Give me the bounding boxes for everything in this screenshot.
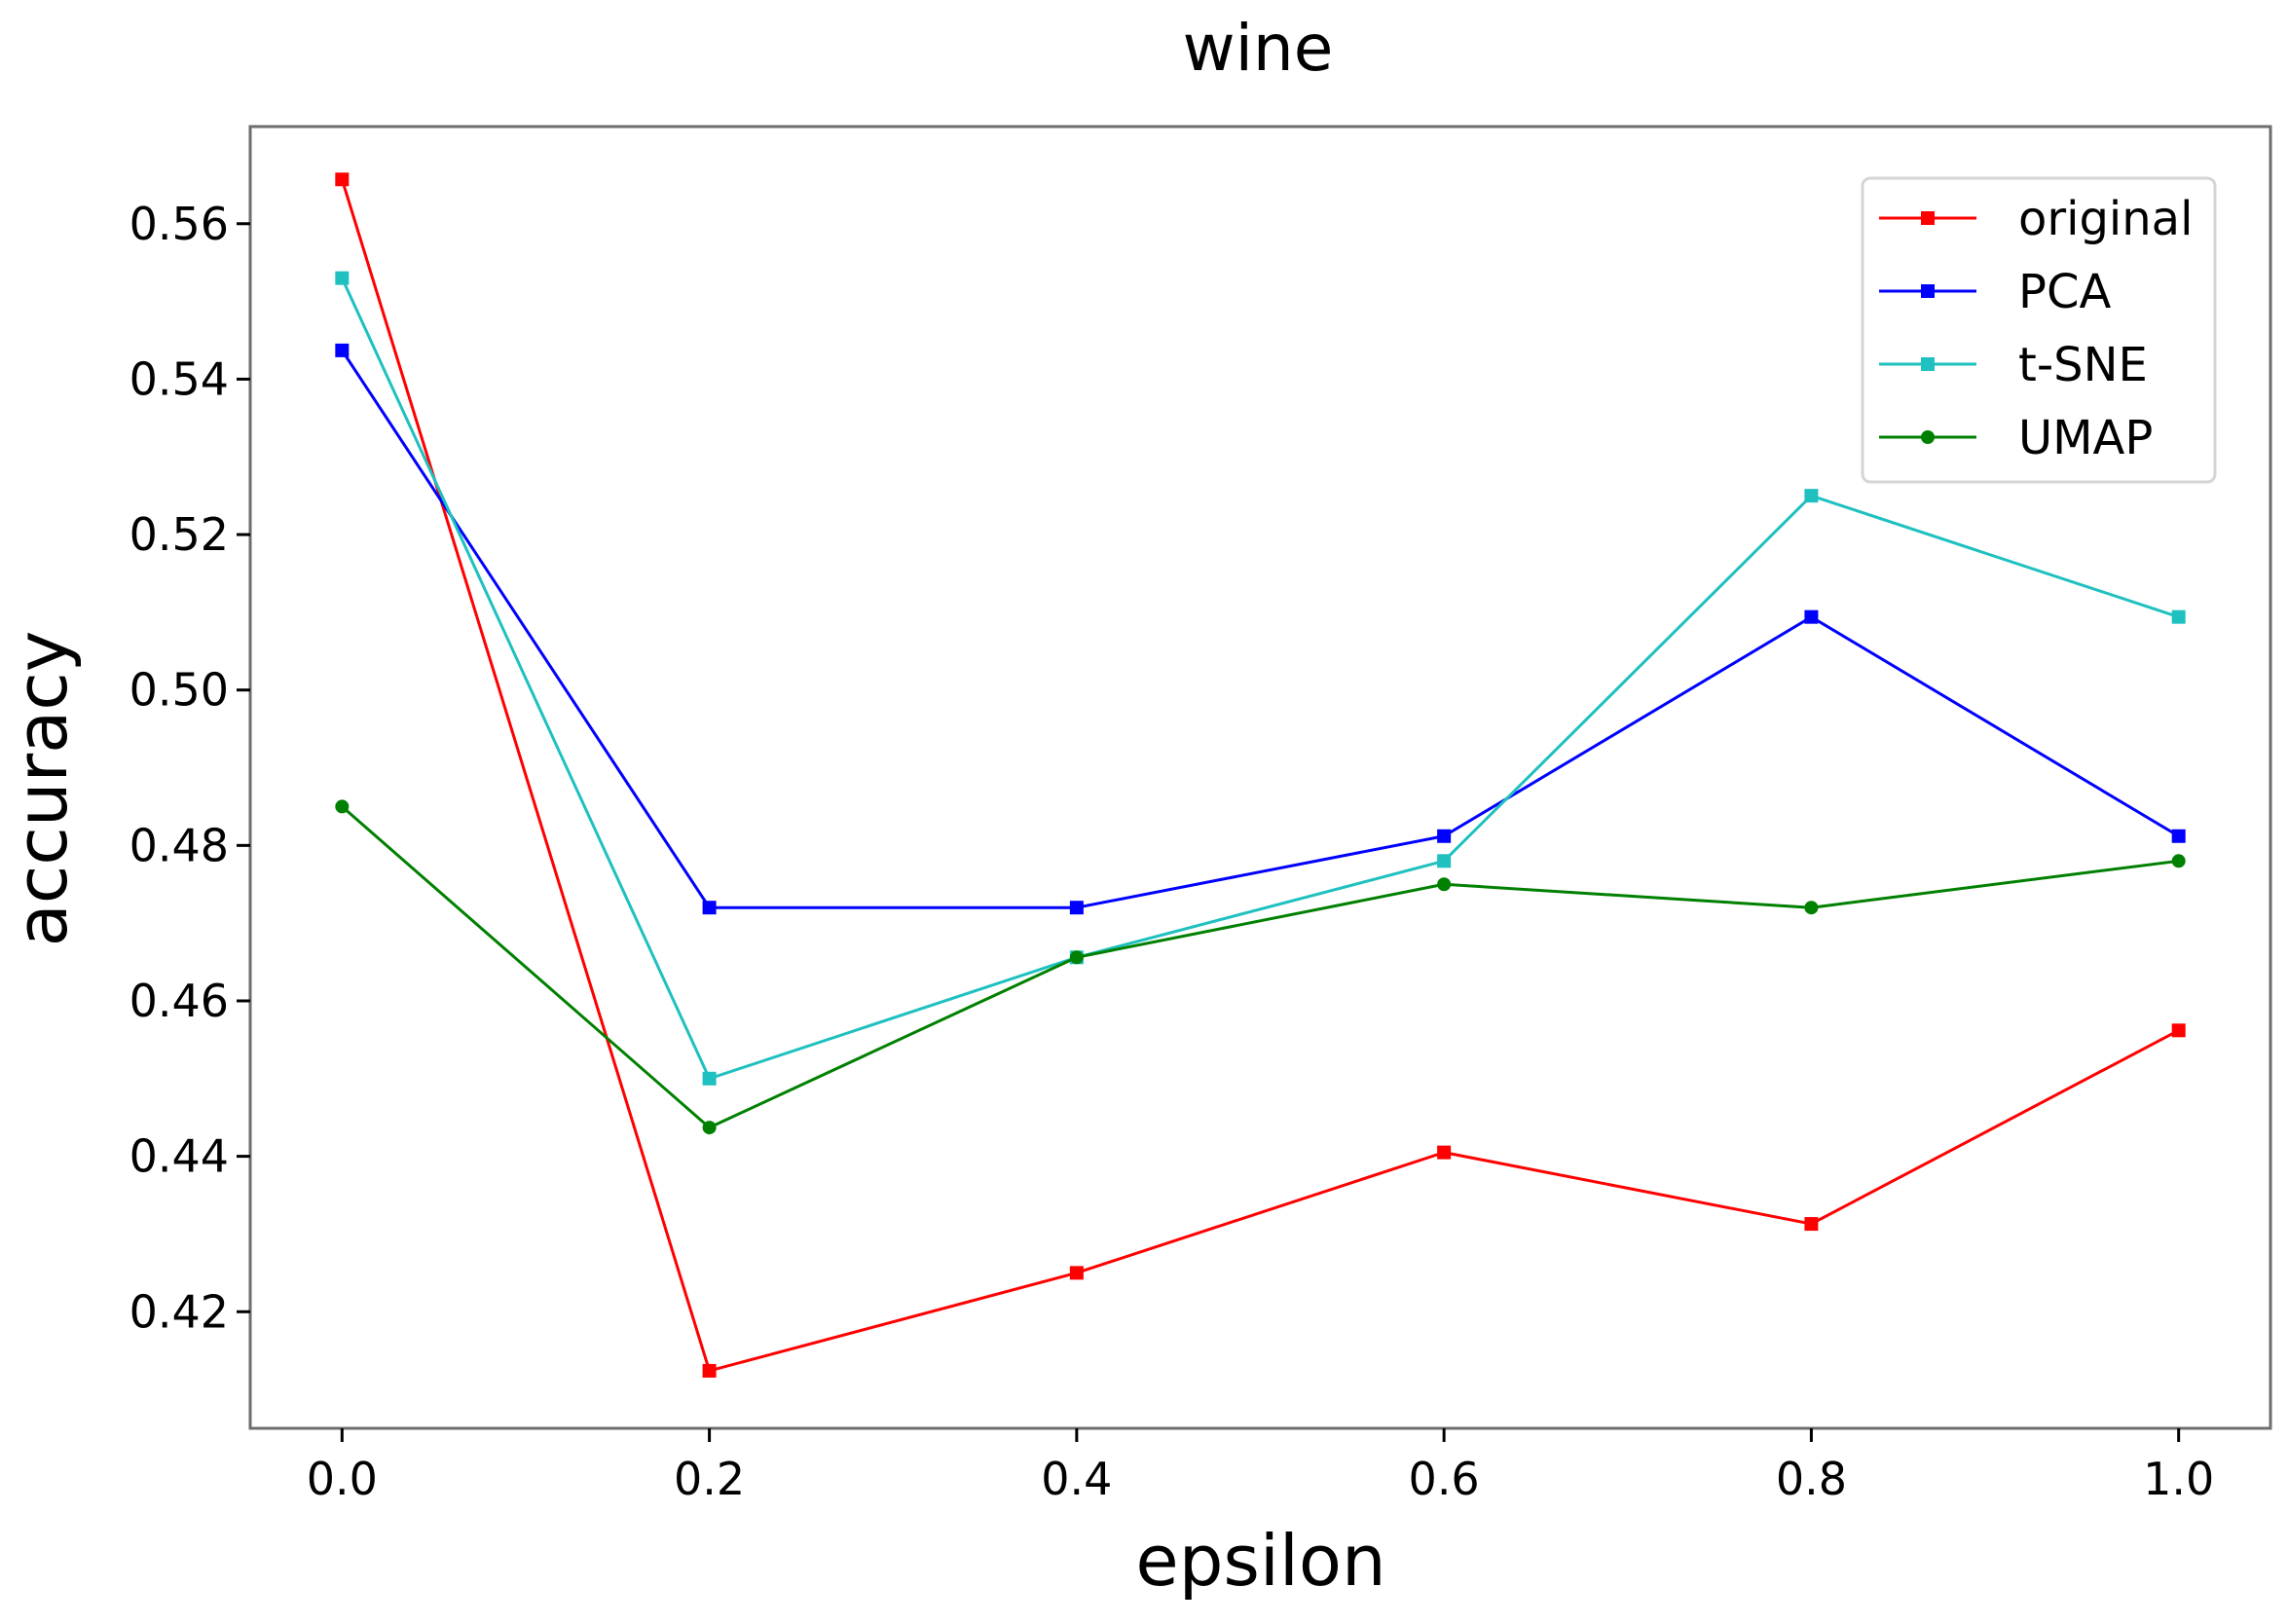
legend-label-umap: UMAP [2018, 411, 2153, 465]
legend-marker-pca [1921, 284, 1935, 298]
y-tick-label: 0.52 [129, 508, 229, 561]
data-point-original [1437, 1145, 1452, 1160]
x-tick-label: 1.0 [2143, 1453, 2214, 1505]
data-point-t-sne [1804, 489, 1819, 503]
data-point-umap [335, 799, 350, 814]
x-tick-label: 0.2 [674, 1453, 745, 1505]
x-tick-label: 0.6 [1409, 1453, 1480, 1505]
legend-item-pca: PCA [1879, 265, 2111, 319]
data-point-umap [2171, 854, 2186, 868]
y-tick-label: 0.42 [129, 1285, 229, 1338]
data-point-pca [1804, 609, 1819, 624]
data-point-original [1069, 1266, 1084, 1280]
series-group [335, 172, 2186, 1378]
y-axis: 0.42 0.44 0.46 0.48 0.50 0.52 0.54 0.56 [129, 198, 250, 1338]
series-pca [335, 343, 2186, 915]
data-point-pca [1069, 901, 1084, 915]
legend-marker-original [1921, 211, 1935, 225]
legend-box [1861, 176, 2217, 484]
data-point-pca [702, 901, 717, 915]
y-tick-label: 0.44 [129, 1130, 229, 1183]
series-line-umap [341, 805, 2179, 1129]
legend-label-original: original [2018, 192, 2193, 246]
series-line-pca [341, 350, 2180, 909]
y-tick-label: 0.48 [129, 819, 229, 871]
data-point-original [702, 1363, 717, 1378]
plot-frame [248, 125, 2272, 1430]
y-tick-label: 0.46 [129, 975, 229, 1027]
x-tick-label: 0.8 [1776, 1453, 1847, 1505]
data-point-pca [2171, 829, 2186, 843]
legend-item-umap: UMAP [1879, 411, 2153, 465]
legend: original PCA t-SNE UMAP [1861, 176, 2217, 484]
data-point-t-sne [335, 271, 350, 285]
x-axis: 0.0 0.2 0.4 0.6 0.8 1.0 [307, 1428, 2214, 1505]
chart-title: wine [1183, 11, 1334, 86]
y-axis-label: accuracy [1, 631, 83, 947]
legend-marker-t-sne [1921, 357, 1935, 371]
legend-marker-umap [1921, 430, 1935, 444]
legend-label-pca: PCA [2018, 265, 2111, 319]
data-point-original [335, 172, 350, 187]
y-tick-label: 0.50 [129, 664, 229, 717]
data-point-umap [702, 1121, 717, 1135]
data-point-original [2171, 1023, 2186, 1038]
series-t-sne [335, 271, 2186, 1086]
data-point-t-sne [2171, 609, 2186, 624]
series-umap [335, 799, 2186, 1135]
x-tick-label: 0.0 [307, 1453, 378, 1505]
data-point-umap [1437, 877, 1452, 892]
data-point-original [1804, 1217, 1819, 1232]
data-point-t-sne [1437, 854, 1452, 868]
data-point-t-sne [702, 1071, 717, 1086]
x-axis-label: epsilon [1135, 1520, 1385, 1602]
data-point-pca [1437, 829, 1452, 843]
series-original [335, 172, 2186, 1378]
series-line-t-sne [340, 277, 2180, 1081]
y-tick-label: 0.54 [129, 352, 229, 405]
y-tick-label: 0.56 [129, 198, 229, 250]
x-tick-label: 0.4 [1041, 1453, 1112, 1505]
data-point-umap [1804, 901, 1819, 915]
legend-label-t-sne: t-SNE [2018, 338, 2148, 392]
data-point-umap [1069, 950, 1084, 965]
data-point-pca [335, 343, 350, 357]
legend-item-t-sne: t-SNE [1879, 338, 2148, 392]
legend-item-original: original [1879, 192, 2193, 246]
series-line-original [340, 178, 2180, 1373]
